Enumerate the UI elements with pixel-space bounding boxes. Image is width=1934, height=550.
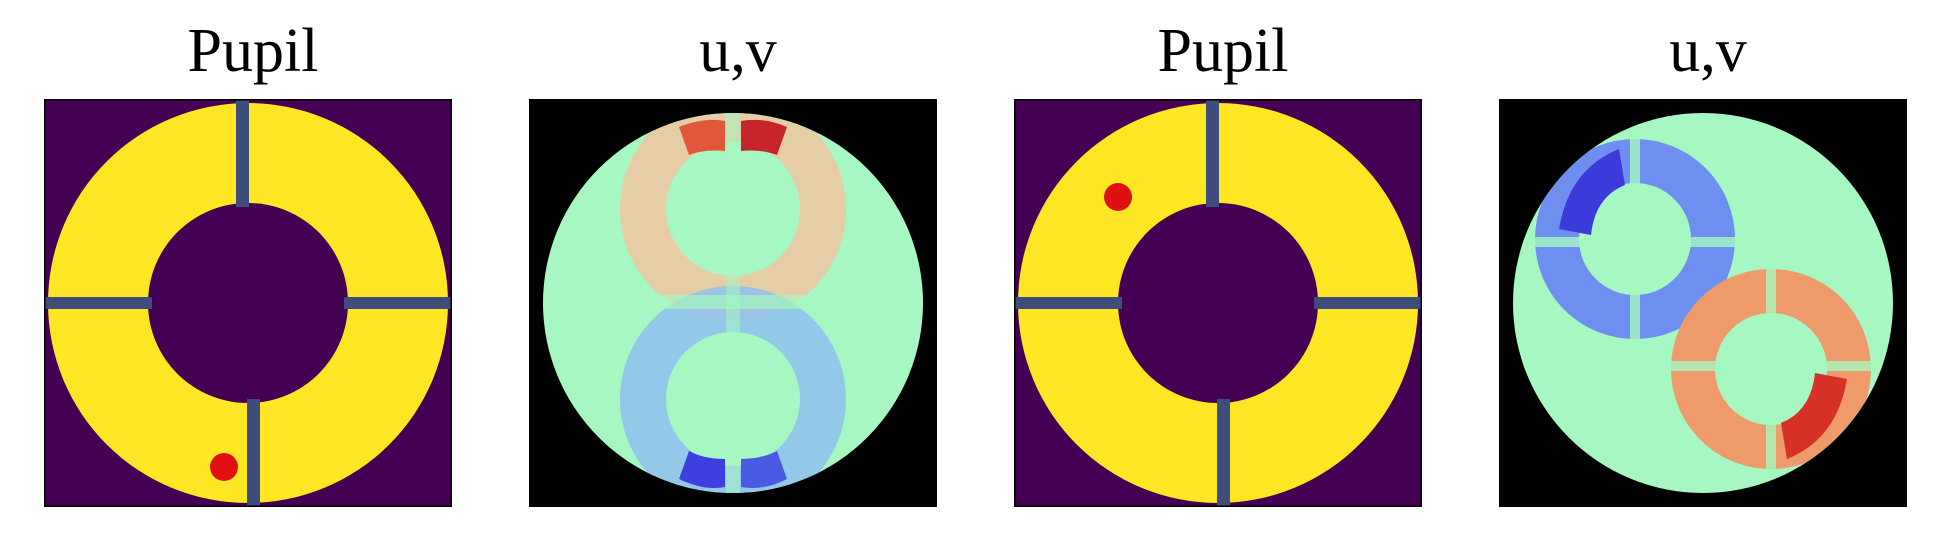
uv-vertical-band <box>726 113 740 493</box>
pupil-obscuration <box>1118 203 1318 403</box>
panel-frame <box>44 99 452 507</box>
uv-band-h2 <box>1513 361 1893 371</box>
uv-peak-left <box>679 119 725 155</box>
spider-vane-left <box>44 297 152 309</box>
spider-vane-bottom <box>1217 399 1230 507</box>
uv-positive-center <box>1737 335 1805 403</box>
uv-peak-right <box>741 119 787 155</box>
panel1-title: Pupil <box>187 17 319 85</box>
uv-trough-left <box>679 451 725 488</box>
uv-trough-right <box>741 451 787 488</box>
uv-panel-1 <box>529 99 937 507</box>
spider-vane-right <box>344 297 452 309</box>
spider-vane-top <box>236 99 249 207</box>
uv-band-h1 <box>1513 237 1893 247</box>
panel-frame <box>1014 99 1422 507</box>
pupil-obscuration <box>148 203 348 403</box>
uv-negative-peak <box>1559 149 1625 235</box>
spider-vane-left <box>1014 297 1122 309</box>
uv-band-v1 <box>1630 113 1640 493</box>
uv-band-v2 <box>1766 113 1776 493</box>
spider-vane-bottom <box>247 399 260 507</box>
uv-image-2 <box>1499 99 1907 507</box>
spider-vane-top <box>1206 99 1219 207</box>
pupil-panel-1 <box>44 99 452 507</box>
panel4-title: u,v <box>1669 17 1747 85</box>
pupil-panel-2 <box>1014 99 1422 507</box>
uv-positive-peak <box>1781 373 1847 459</box>
panel2-title: u,v <box>699 17 777 85</box>
pupil-image-1 <box>44 99 452 507</box>
panel3-title: Pupil <box>1157 17 1289 85</box>
panel-frame <box>529 99 937 507</box>
pupil-image-2 <box>1014 99 1422 507</box>
uv-image-1 <box>529 99 937 507</box>
uv-negative-center <box>1601 205 1669 273</box>
marker-dot <box>210 453 238 481</box>
marker-dot <box>1104 183 1132 211</box>
spider-vane-right <box>1314 297 1422 309</box>
panel-frame <box>1499 99 1907 507</box>
uv-panel-2 <box>1499 99 1907 507</box>
